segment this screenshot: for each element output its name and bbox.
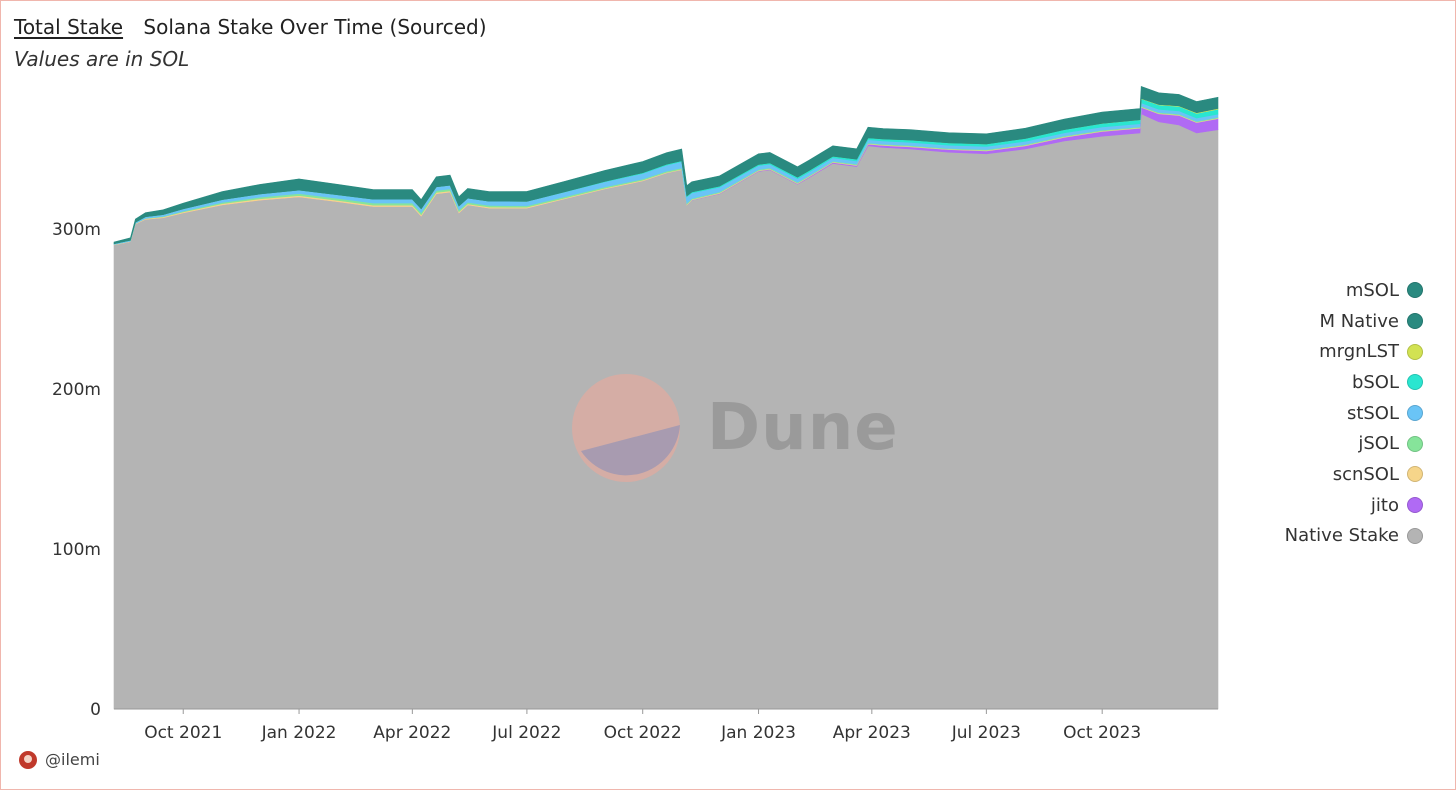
x-axis: Oct 2021 Jan 2022 Apr 2022 Jul 2022 Oct 2022… [114, 708, 1218, 743]
x-tick-label: Oct 2022 [604, 723, 682, 743]
legend-label: scnSOL [1332, 463, 1399, 485]
author-handle: @ilemi [45, 750, 100, 769]
x-tick-label: Oct 2023 [1063, 723, 1141, 743]
legend-label: mSOL [1345, 279, 1399, 301]
watermark-text: Dune [707, 391, 899, 465]
values-note: Values are in SOL [14, 47, 190, 71]
legend-label: bSOL [1351, 371, 1399, 393]
legend-swatch [1407, 527, 1423, 544]
legend-swatch [1407, 313, 1423, 330]
area-msol [113, 85, 1219, 245]
legend-swatch [1407, 405, 1423, 422]
legend-label: jSOL [1358, 433, 1399, 455]
legend-item-mrgnlst[interactable]: mrgnLST [1319, 336, 1423, 367]
legend-label: Native Stake [1284, 525, 1399, 547]
x-tick-label: Apr 2023 [833, 723, 911, 743]
legend-label: M Native [1319, 310, 1399, 332]
chart-title-link[interactable]: Total Stake [14, 15, 124, 39]
x-tick-label: Oct 2021 [144, 723, 222, 743]
legend-label: mrgnLST [1319, 341, 1399, 363]
y-tick-label: 100m [52, 540, 101, 560]
author-footer[interactable]: @ilemi [19, 750, 100, 769]
legend-item-jsol[interactable]: jSOL [1358, 428, 1423, 459]
y-tick-label: 200m [52, 380, 101, 400]
legend-label: stSOL [1346, 402, 1399, 424]
legend-swatch [1407, 466, 1423, 483]
chart-subtitle: Solana Stake Over Time (Sourced) [143, 15, 487, 39]
legend-item-native-stake[interactable]: Native Stake [1285, 521, 1423, 552]
chart-legend: mSOL M Native mrgnLST bSOL stSOL jSOL scnSOL ji… [1285, 275, 1423, 551]
legend-swatch [1407, 282, 1423, 299]
x-tick-label: Jul 2022 [491, 723, 561, 743]
legend-swatch [1407, 374, 1423, 391]
x-tick-label: Jan 2022 [261, 723, 337, 743]
y-tick-label: 300m [52, 220, 101, 240]
avatar [19, 750, 37, 769]
x-tick-label: Jan 2023 [720, 723, 796, 743]
x-tick-label: Apr 2022 [373, 723, 451, 743]
legend-swatch [1407, 343, 1423, 360]
legend-item-jito[interactable]: jito [1371, 490, 1423, 521]
legend-swatch [1407, 497, 1423, 514]
title-row: Total Stake Solana Stake Over Time (Sour… [14, 15, 487, 39]
legend-item-bsol[interactable]: bSOL [1352, 367, 1423, 398]
legend-item-msol[interactable]: mSOL [1346, 275, 1423, 306]
legend-item-stsol[interactable]: stSOL [1347, 398, 1423, 429]
y-tick-label: 0 [90, 700, 101, 720]
legend-item-scnsol[interactable]: scnSOL [1333, 459, 1423, 490]
legend-item-m-native[interactable]: M Native [1319, 306, 1423, 337]
dune-logo-icon [572, 374, 680, 482]
dune-watermark: Dune [571, 373, 899, 483]
x-tick-label: Jul 2023 [951, 723, 1021, 743]
legend-label: jito [1370, 494, 1399, 516]
legend-swatch [1407, 435, 1423, 452]
y-axis: 0 100m 200m 300m [52, 220, 101, 720]
chart-header: Total Stake Solana Stake Over Time (Sour… [14, 15, 487, 71]
